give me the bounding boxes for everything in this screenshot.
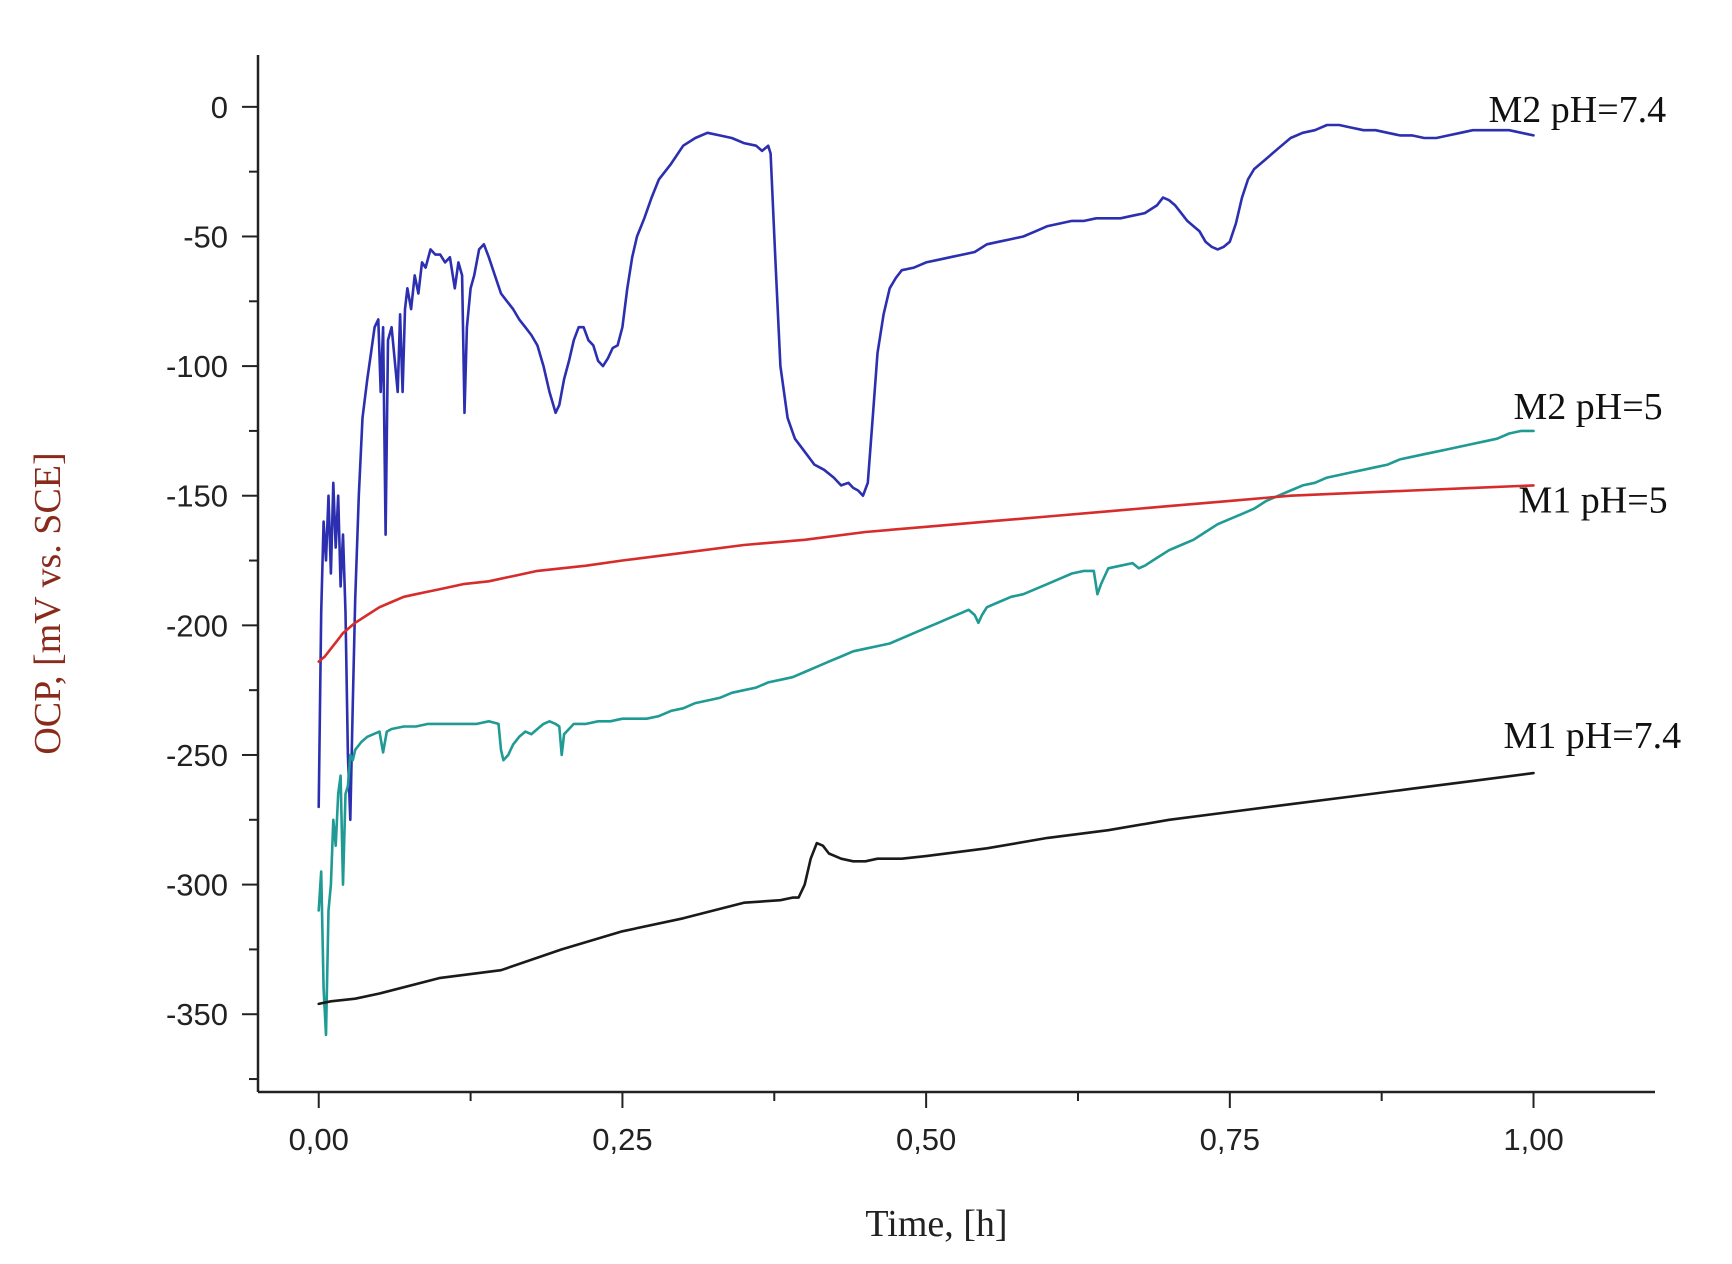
series-labels: M2 pH=7.4 M2 pH=5 M1 pH=5 M1 pH=7.4: [1489, 89, 1682, 757]
x-tick-label: 0,75: [1200, 1122, 1260, 1157]
x-axis-title: Time, [h]: [865, 1203, 1007, 1245]
x-tick-label: 0,25: [592, 1122, 652, 1157]
series-line-m1-ph-7-4: [317, 771, 1535, 1006]
y-ticks: 0 -50 -100 -150 -200 -250 -300 -350: [166, 90, 258, 1081]
series-label-m1-ph-7-4: M1 pH=7.4: [1504, 715, 1682, 757]
y-tick-label: -250: [166, 738, 228, 773]
y-tick-label: -350: [166, 997, 228, 1032]
y-tick-label: -200: [166, 608, 228, 643]
x-tick-label: 1,00: [1503, 1122, 1563, 1157]
series-line-m2-ph-5: [317, 429, 1535, 1037]
x-tick-label: 0,50: [896, 1122, 956, 1157]
series-layer: [317, 123, 1535, 1037]
x-ticks: 0,00 0,25 0,50 0,75 1,00: [289, 1092, 1564, 1157]
series-label-m2-ph-5: M2 pH=5: [1514, 386, 1663, 428]
series-label-m1-ph-5: M1 pH=5: [1519, 479, 1668, 521]
y-tick-label: -50: [183, 219, 228, 254]
axes: 0 -50 -100 -150 -200 -250 -300 -350 0,00 0,25 0,5…: [166, 55, 1655, 1157]
y-tick-label: -100: [166, 349, 228, 384]
series-label-m2-ph-7-4: M2 pH=7.4: [1489, 89, 1667, 131]
series-line-m2-ph-7-4: [317, 123, 1535, 822]
y-axis-title: OCP, [mV vs. SCE]: [27, 452, 69, 754]
series-line-m1-ph-5: [317, 484, 1535, 663]
y-tick-label: -300: [166, 868, 228, 903]
y-tick-label: 0: [211, 90, 228, 125]
x-tick-label: 0,00: [289, 1122, 349, 1157]
y-tick-label: -150: [166, 479, 228, 514]
